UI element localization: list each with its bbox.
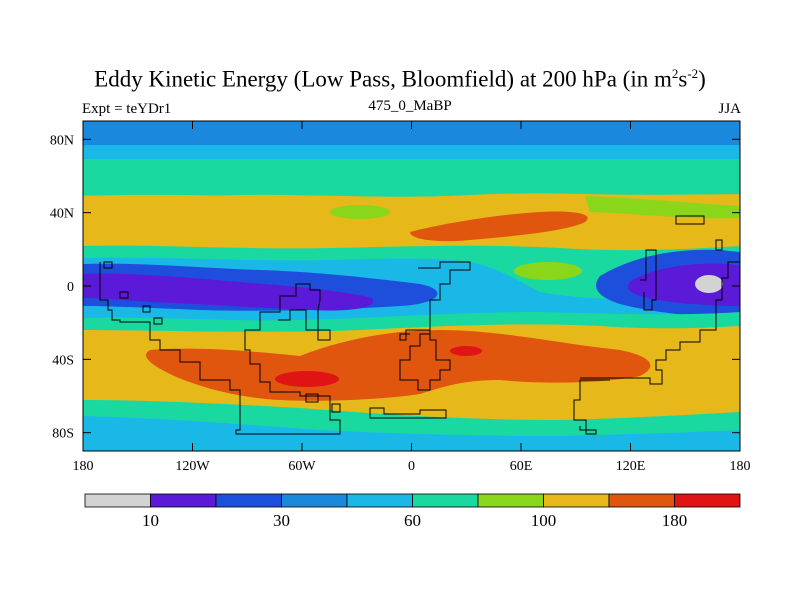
- colorbar-label: 100: [531, 511, 557, 530]
- coastline-island-southern: [305, 393, 319, 403]
- lat-tick-label: 40S: [52, 353, 74, 368]
- map-title: Eddy Kinetic Energy (Low Pass, Bloomfiel…: [94, 66, 706, 92]
- field-red-core-southwest: [275, 371, 339, 387]
- map-subtitle: 475_0_MaBP: [368, 98, 452, 114]
- field-orange-nh-jet-core: [410, 211, 588, 242]
- colorbar-labels: 10 30 60 100 180: [142, 511, 687, 530]
- coastline-island-equatorial: [119, 291, 129, 299]
- colorbar-swatch: [412, 493, 479, 508]
- lon-tick-label: 0: [408, 459, 415, 474]
- coastline-japan: [675, 215, 705, 225]
- lat-tick-label: 80N: [50, 133, 74, 148]
- field-band-south-polar: [83, 416, 740, 451]
- colorbar-swatch: [543, 493, 610, 508]
- field-gray-minimum: [695, 275, 723, 293]
- colorbar-label: 30: [273, 511, 290, 530]
- lat-tick-label: 0: [67, 280, 74, 295]
- colorbar-swatch: [281, 493, 348, 508]
- field-red-core-southeast: [450, 346, 482, 356]
- lon-tick-label: 180: [730, 459, 751, 474]
- lon-tick-label: 180: [73, 459, 94, 474]
- coastline-island-pacific: [142, 305, 151, 313]
- coastline-island-north: [103, 261, 113, 269]
- lon-tick-label: 120E: [616, 459, 646, 474]
- field-green-arabian: [514, 262, 582, 280]
- colorbar-swatch: [215, 493, 282, 508]
- colorbar-swatch: [674, 493, 741, 508]
- field-purple-equatorial-west: [83, 273, 374, 311]
- coastline-australia-asia: [580, 239, 740, 385]
- experiment-label: Expt = teYDr1: [82, 101, 172, 117]
- colorbar-swatch: [477, 493, 544, 508]
- lat-tick-label: 80S: [52, 427, 74, 442]
- colorbar-swatch: [608, 493, 675, 508]
- coastlines: [99, 215, 740, 435]
- colorbar-swatch: [150, 493, 217, 508]
- colorbar-label: 10: [142, 511, 159, 530]
- lon-tick-label: 60W: [288, 459, 316, 474]
- coastline-antarctic-peninsula: [573, 379, 610, 435]
- season-label: JJA: [718, 101, 741, 117]
- field-orange-sh-jet-core: [146, 330, 651, 401]
- lon-tick-label: 120W: [175, 459, 210, 474]
- coastline-island-south: [153, 317, 163, 325]
- lat-tick-label: 40N: [50, 207, 74, 222]
- colorbar: [84, 493, 741, 508]
- field-green-north-atlantic: [330, 205, 390, 219]
- field-band-north-high: [83, 145, 740, 159]
- colorbar-label: 180: [662, 511, 688, 530]
- field-band-north-mid: [83, 159, 740, 197]
- lon-tick-label: 60E: [510, 459, 533, 474]
- coastline-africa: [399, 261, 471, 391]
- colorbar-label: 60: [404, 511, 421, 530]
- colorbar-swatch: [346, 493, 413, 508]
- longitude-axis: 180 120W 60W 0 60E 120E 180: [73, 121, 751, 474]
- latitude-axis: 80N 40N 0 40S 80S: [50, 133, 740, 442]
- colorbar-swatch: [84, 493, 151, 508]
- field-contours: [83, 121, 740, 451]
- coastline-antarctica: [369, 407, 447, 419]
- field-band-north-jet: [83, 194, 740, 258]
- coastline-americas: [99, 262, 341, 435]
- coastline-indonesia: [640, 249, 657, 311]
- field-green-north-pacific: [585, 196, 740, 219]
- coastline-island-antarctic: [331, 403, 341, 413]
